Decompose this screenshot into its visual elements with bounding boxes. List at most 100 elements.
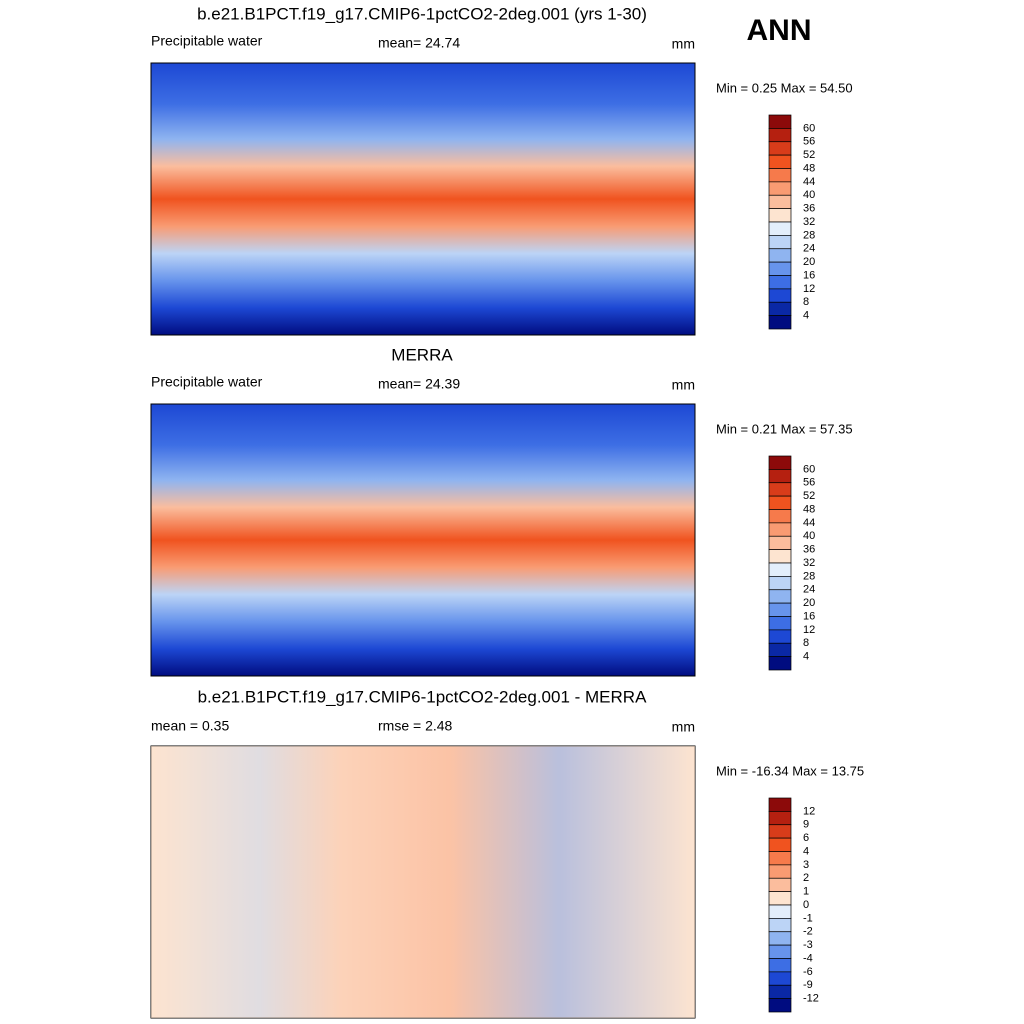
colorbar-label: 16 — [803, 610, 815, 622]
left-label: mean = 0.35 — [151, 718, 229, 734]
colorbar-box — [768, 261, 792, 276]
colorbar-label: 52 — [803, 490, 815, 502]
colorbar-label: -6 — [803, 966, 813, 978]
colorbar-box — [768, 128, 792, 143]
left-label: Precipitable water — [151, 33, 263, 49]
colorbar-label: 32 — [803, 557, 815, 569]
colorbar-box — [768, 864, 792, 879]
colorbar-box — [768, 629, 792, 644]
colorbar-box — [768, 235, 792, 250]
season-label: ANN — [747, 14, 812, 47]
colorbar-label: -9 — [803, 979, 813, 991]
colorbar-label: 44 — [803, 176, 815, 188]
colorbar-label: 24 — [803, 243, 815, 255]
colorbar-box — [768, 891, 792, 906]
colorbar-label: 48 — [803, 503, 815, 515]
center-label: mean= 24.39 — [378, 376, 460, 392]
colorbar-box — [768, 944, 792, 959]
colorbar-box — [768, 275, 792, 290]
colorbar-label: 32 — [803, 216, 815, 228]
colorbar-label: 56 — [803, 477, 815, 489]
min-max: Min = -16.34 Max = 13.75 — [716, 763, 864, 778]
colorbar-box — [768, 642, 792, 657]
colorbar-box — [768, 576, 792, 591]
colorbar-label: -3 — [803, 939, 813, 951]
colorbar-box — [768, 288, 792, 303]
colorbar-box — [768, 315, 792, 330]
units: mm — [672, 36, 695, 52]
colorbar-box — [768, 141, 792, 156]
colorbar-box — [768, 602, 792, 617]
colorbar-box — [768, 154, 792, 169]
colorbar-box — [768, 248, 792, 263]
colorbar-box — [768, 181, 792, 196]
colorbar-label: 6 — [803, 832, 809, 844]
colorbar-label: 12 — [803, 624, 815, 636]
colorbar-label: 56 — [803, 136, 815, 148]
colorbar-box — [768, 877, 792, 892]
colorbar-box — [768, 522, 792, 537]
colorbar-box — [768, 589, 792, 604]
colorbar-box — [768, 837, 792, 852]
colorbar-box — [768, 931, 792, 946]
colorbar-label: 8 — [803, 637, 809, 649]
min-max: Min = 0.21 Max = 57.35 — [716, 421, 853, 436]
colorbar-label: 48 — [803, 162, 815, 174]
colorbar-label: 28 — [803, 570, 815, 582]
left-label: Precipitable water — [151, 374, 263, 390]
colorbar-label: 20 — [803, 597, 815, 609]
colorbar-label: 4 — [803, 845, 809, 857]
colorbar-label: 36 — [803, 544, 815, 556]
colorbar-label: 44 — [803, 517, 815, 529]
panel-title: MERRA — [391, 345, 453, 364]
colorbar-box — [768, 221, 792, 236]
colorbar-box — [768, 998, 792, 1013]
colorbar-label: 0 — [803, 899, 809, 911]
colorbar-label: 28 — [803, 229, 815, 241]
units: mm — [672, 377, 695, 393]
colorbar-label: 4 — [803, 310, 809, 322]
colorbar-box — [768, 824, 792, 839]
colorbar-label: -12 — [803, 993, 819, 1005]
colorbar-label: 2 — [803, 872, 809, 884]
map — [150, 62, 696, 336]
colorbar-label: 16 — [803, 269, 815, 281]
colorbar-box — [768, 984, 792, 999]
colorbar-box — [768, 616, 792, 631]
colorbar-box — [768, 797, 792, 812]
colorbar-box — [768, 509, 792, 524]
units: mm — [672, 719, 695, 735]
map-overlay — [151, 746, 695, 1018]
colorbar-box — [768, 535, 792, 550]
colorbar-box — [768, 495, 792, 510]
colorbar-label: -2 — [803, 926, 813, 938]
colorbar-box — [768, 469, 792, 484]
colorbar-box — [768, 851, 792, 866]
colorbar-label: -1 — [803, 912, 813, 924]
colorbar-box — [768, 904, 792, 919]
colorbar-box — [768, 656, 792, 671]
colorbar-box — [768, 549, 792, 564]
colorbar-box — [768, 482, 792, 497]
colorbar-box — [768, 194, 792, 209]
colorbar-label: 12 — [803, 805, 815, 817]
colorbar-box — [768, 114, 792, 129]
colorbar-label: 36 — [803, 203, 815, 215]
colorbar-label: 3 — [803, 859, 809, 871]
panel-title: b.e21.B1PCT.f19_g17.CMIP6-1pctCO2-2deg.0… — [197, 4, 647, 23]
colorbar-label: 8 — [803, 296, 809, 308]
colorbar-box — [768, 301, 792, 316]
colorbar-label: 24 — [803, 584, 815, 596]
colorbar-label: 20 — [803, 256, 815, 268]
colorbar-label: 40 — [803, 189, 815, 201]
map — [150, 403, 696, 677]
colorbar-label: 60 — [803, 463, 815, 475]
colorbar-box — [768, 455, 792, 470]
colorbar-label: 1 — [803, 886, 809, 898]
center-label: mean= 24.74 — [378, 35, 460, 51]
colorbar-label: 12 — [803, 283, 815, 295]
colorbar-box — [768, 168, 792, 183]
colorbar-label: 9 — [803, 819, 809, 831]
